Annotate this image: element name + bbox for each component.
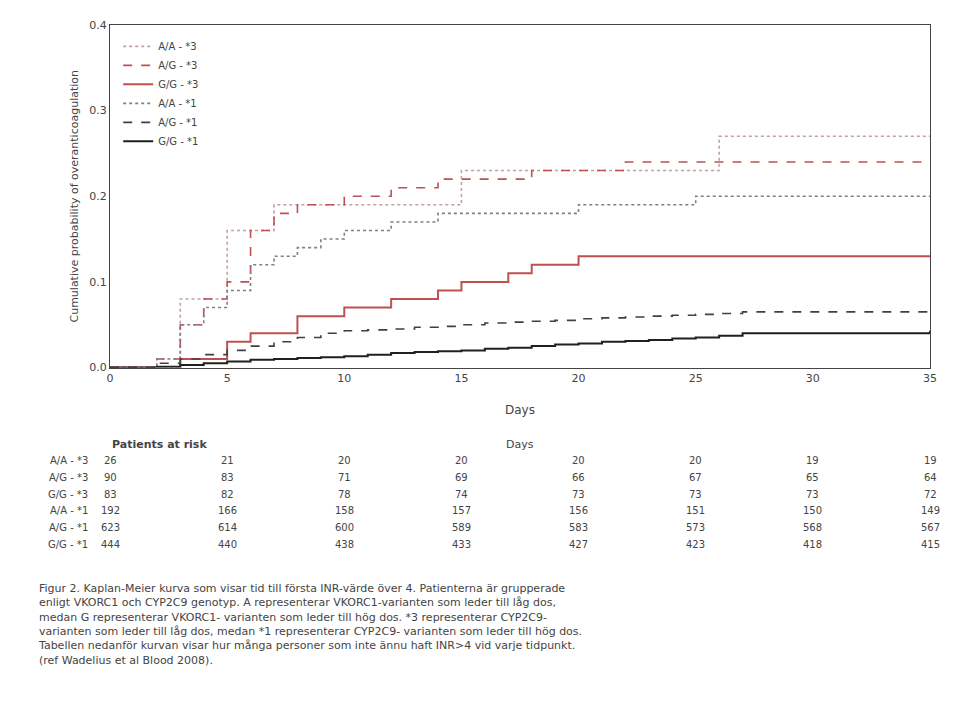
svg-text:Days: Days [506, 438, 534, 451]
svg-text:15: 15 [454, 372, 468, 385]
svg-text:71: 71 [338, 472, 351, 483]
svg-text:73: 73 [572, 489, 585, 500]
svg-text:158: 158 [335, 505, 354, 516]
svg-text:72: 72 [924, 489, 937, 500]
svg-text:433: 433 [452, 539, 471, 550]
svg-text:64: 64 [924, 472, 937, 483]
svg-text:423: 423 [686, 539, 705, 550]
svg-text:A/A - *3: A/A - *3 [158, 41, 196, 52]
svg-text:83: 83 [221, 472, 234, 483]
svg-text:30: 30 [806, 372, 820, 385]
svg-text:444: 444 [101, 539, 120, 550]
svg-text:20: 20 [572, 372, 586, 385]
svg-text:G/G - *3: G/G - *3 [48, 489, 88, 500]
svg-text:583: 583 [569, 522, 588, 533]
svg-text:600: 600 [335, 522, 354, 533]
svg-text:26: 26 [104, 455, 117, 466]
svg-text:568: 568 [803, 522, 822, 533]
svg-text:A/G - *1: A/G - *1 [158, 117, 197, 128]
svg-text:573: 573 [686, 522, 705, 533]
svg-text:A/A - *3: A/A - *3 [50, 455, 88, 466]
svg-text:69: 69 [455, 472, 468, 483]
svg-text:66: 66 [572, 472, 585, 483]
svg-text:Days: Days [505, 403, 535, 417]
svg-text:166: 166 [218, 505, 237, 516]
svg-text:192: 192 [101, 505, 120, 516]
svg-text:415: 415 [921, 539, 940, 550]
svg-text:156: 156 [569, 505, 588, 516]
svg-text:Cumulative probability of over: Cumulative probability of overanticoagul… [68, 70, 81, 323]
svg-text:65: 65 [806, 472, 819, 483]
svg-text:19: 19 [806, 455, 819, 466]
svg-text:G/G - *3: G/G - *3 [158, 79, 198, 90]
svg-text:157: 157 [452, 505, 471, 516]
svg-text:0: 0 [107, 372, 114, 385]
svg-text:67: 67 [689, 472, 702, 483]
svg-text:90: 90 [104, 472, 117, 483]
svg-text:5: 5 [224, 372, 231, 385]
svg-text:19: 19 [924, 455, 937, 466]
svg-text:73: 73 [806, 489, 819, 500]
svg-text:21: 21 [221, 455, 234, 466]
svg-text:A/G - *1: A/G - *1 [49, 522, 88, 533]
svg-text:Patients at risk: Patients at risk [112, 438, 207, 451]
svg-text:0.3: 0.3 [89, 104, 107, 117]
svg-text:78: 78 [338, 489, 351, 500]
svg-text:G/G - *1: G/G - *1 [48, 539, 88, 550]
svg-text:20: 20 [572, 455, 585, 466]
svg-text:35: 35 [923, 372, 937, 385]
svg-text:567: 567 [921, 522, 940, 533]
svg-text:427: 427 [569, 539, 588, 550]
svg-text:418: 418 [803, 539, 822, 550]
svg-text:83: 83 [104, 489, 117, 500]
svg-text:20: 20 [689, 455, 702, 466]
svg-text:20: 20 [338, 455, 351, 466]
svg-text:614: 614 [218, 522, 237, 533]
svg-text:A/A - *1: A/A - *1 [158, 98, 196, 109]
svg-text:440: 440 [218, 539, 237, 550]
svg-text:438: 438 [335, 539, 354, 550]
svg-text:0.4: 0.4 [89, 19, 107, 32]
svg-text:0.0: 0.0 [89, 361, 107, 374]
svg-text:G/G - *1: G/G - *1 [158, 136, 198, 147]
svg-text:A/G - *3: A/G - *3 [158, 60, 197, 71]
svg-text:10: 10 [337, 372, 351, 385]
svg-text:82: 82 [221, 489, 234, 500]
svg-text:73: 73 [689, 489, 702, 500]
svg-text:150: 150 [803, 505, 822, 516]
svg-text:623: 623 [101, 522, 120, 533]
svg-text:0.2: 0.2 [89, 190, 107, 203]
svg-text:74: 74 [455, 489, 468, 500]
svg-text:25: 25 [689, 372, 703, 385]
svg-text:20: 20 [455, 455, 468, 466]
svg-text:Figur 2. Kaplan-Meier kurva so: Figur 2. Kaplan-Meier kurva som visar ti… [38, 582, 582, 667]
svg-text:0.1: 0.1 [89, 276, 107, 289]
svg-text:589: 589 [452, 522, 471, 533]
svg-text:151: 151 [686, 505, 705, 516]
svg-text:149: 149 [921, 505, 940, 516]
svg-text:A/A - *1: A/A - *1 [50, 505, 88, 516]
svg-text:A/G - *3: A/G - *3 [49, 472, 88, 483]
